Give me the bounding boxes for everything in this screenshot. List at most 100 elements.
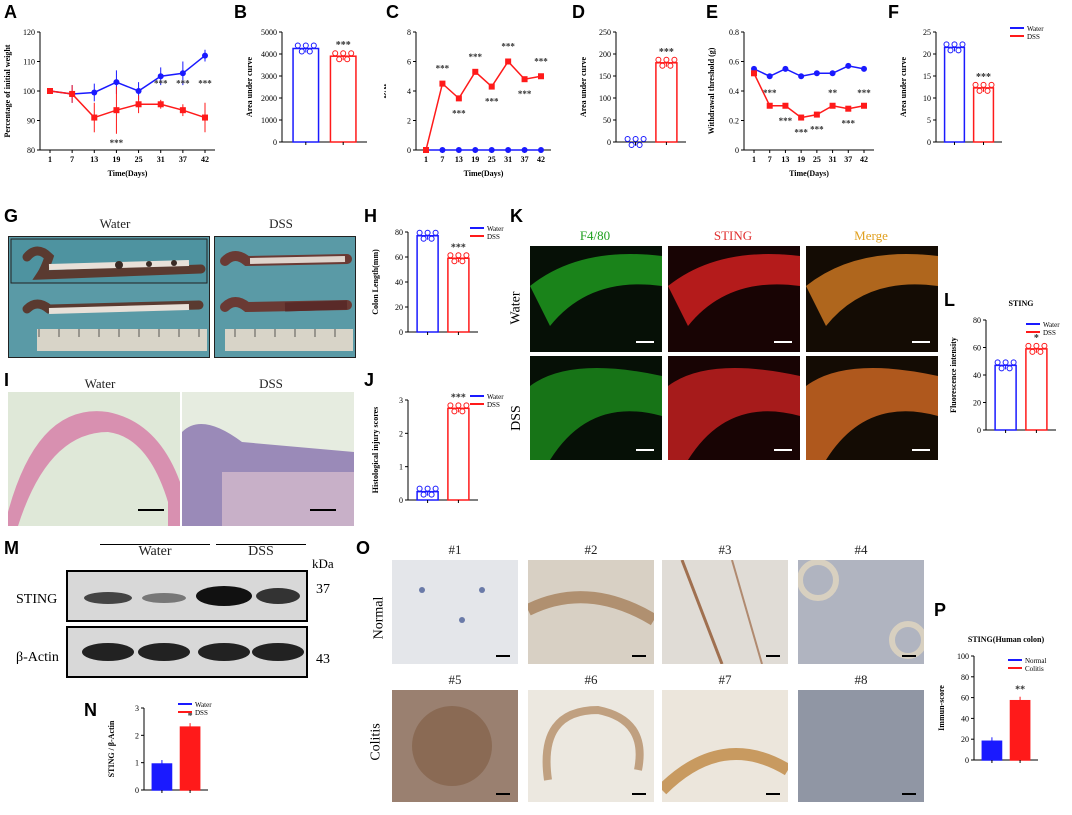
N-legend-label-dss: DSS [195, 709, 208, 717]
D-dot [655, 56, 662, 63]
C-series-line-dss [425, 60, 542, 151]
E-ytick-label: 0.2 [729, 117, 739, 126]
H-dot [447, 252, 454, 259]
L-bar-water [994, 364, 1017, 431]
panel-label-f: F [888, 2, 899, 22]
J-dot [459, 408, 466, 415]
B-dot [294, 42, 301, 49]
E-point-dss [845, 105, 852, 112]
C-point-dss [455, 95, 462, 102]
J-ytick-label: 1 [399, 463, 403, 472]
o-num-1: #1 [448, 542, 462, 557]
H-bar-water [416, 235, 439, 333]
L-bar-dss [1025, 348, 1048, 431]
C-point-dss [423, 147, 429, 153]
F-legend-label-dss: DSS [1027, 33, 1040, 41]
B-ytick-label: 0 [273, 138, 277, 147]
E-point-water [798, 73, 805, 80]
o-num-7: #7 [718, 672, 732, 687]
C-point-dss [521, 76, 528, 83]
C-point-water [472, 147, 479, 153]
m-dss-title: DSS [248, 544, 274, 559]
J-legend-label-water: Water [487, 393, 504, 401]
L-dot [1010, 359, 1017, 366]
A-ytick-label: 110 [23, 58, 35, 67]
A-point-dss [69, 90, 76, 97]
E-point-dss [813, 111, 820, 118]
B-ylabel: Area under curve [245, 56, 254, 117]
E-point-dss [766, 102, 773, 109]
A-xtick-label: 19 [112, 155, 120, 164]
J-dot [451, 408, 458, 415]
ihc-2 [528, 560, 654, 664]
H-dot [432, 229, 439, 236]
E-annotation: ** [828, 88, 838, 98]
C-annotation: *** [501, 42, 515, 52]
F-annotation: *** [976, 72, 991, 83]
D-ytick-label: 200 [599, 50, 611, 59]
P-ytick-label: 100 [957, 652, 969, 661]
N-ytick-label: 1 [135, 759, 139, 768]
A-point-dss [91, 114, 98, 121]
H-legend-label-dss: DSS [487, 233, 500, 241]
C-annotation: *** [518, 89, 532, 99]
F-dot [976, 87, 983, 94]
A-point-water [113, 79, 120, 86]
A-annotation: *** [154, 79, 168, 89]
k-row-water: Water [508, 291, 524, 325]
blot-actin [66, 626, 308, 678]
A-ytick-label: 80 [27, 146, 35, 155]
J-ytick-label: 0 [399, 496, 403, 505]
E-xtick-label: 13 [781, 155, 789, 164]
C-xtick-label: 1 [424, 155, 428, 164]
C-ytick-label: 0 [407, 146, 411, 155]
B-ytick-label: 2000 [261, 94, 277, 103]
panel-label-o: O [356, 538, 371, 558]
o-num-5: #5 [448, 672, 462, 687]
H-dot [428, 235, 435, 242]
P-ytick-label: 40 [961, 714, 969, 723]
J-dot [455, 402, 462, 409]
C-point-dss [505, 58, 512, 65]
A-xtick-label: 13 [90, 155, 98, 164]
A-point-water [202, 52, 208, 59]
E-point-dss [861, 102, 867, 109]
colon-photo-dss [214, 236, 356, 358]
o-num-2: #2 [584, 542, 598, 557]
C-annotation: *** [469, 52, 483, 62]
D-dot [667, 62, 674, 69]
L-ylabel: Fluorescence intensity [949, 337, 958, 413]
P-ytick-label: 80 [961, 673, 969, 682]
panel-label-k: K [510, 206, 523, 226]
E-annotation: *** [810, 125, 824, 135]
C-annotation: *** [436, 64, 450, 74]
A-point-dss [157, 101, 164, 108]
J-dot [420, 491, 427, 498]
C-ytick-label: 2 [407, 117, 411, 126]
E-ytick-label: 0.8 [729, 28, 739, 37]
L-legend-label-dss: DSS [1043, 329, 1056, 337]
E-point-water [813, 70, 820, 77]
L-annotation: * [1034, 333, 1039, 344]
A-xtick-label: 37 [179, 155, 187, 164]
L-dot [1041, 342, 1048, 349]
k-sting-water [668, 246, 800, 352]
chart-j: 0 1 2 3 Histological injury scores *** WaterDS… [371, 392, 504, 505]
k-col-merge: Merge [854, 228, 888, 243]
H-bar-dss [447, 257, 470, 333]
A-annotation: *** [198, 79, 212, 89]
J-annotation: *** [451, 392, 466, 403]
B-ytick-label: 5000 [261, 28, 277, 37]
ihc-4 [798, 560, 924, 664]
colon-photo-water [8, 236, 210, 358]
F-dot [980, 81, 987, 88]
E-annotation: *** [842, 119, 856, 129]
chart-p: 0 20 40 60 80 100 Immun-score STING(Human colon… [937, 635, 1046, 765]
F-dot [959, 41, 966, 48]
C-point-dss [472, 68, 479, 75]
D-ytick-label: 150 [599, 72, 611, 81]
H-ytick-label: 80 [395, 228, 403, 237]
J-dot [424, 485, 431, 492]
panel-label-j: J [364, 370, 375, 390]
o-num-4: #4 [854, 542, 868, 557]
